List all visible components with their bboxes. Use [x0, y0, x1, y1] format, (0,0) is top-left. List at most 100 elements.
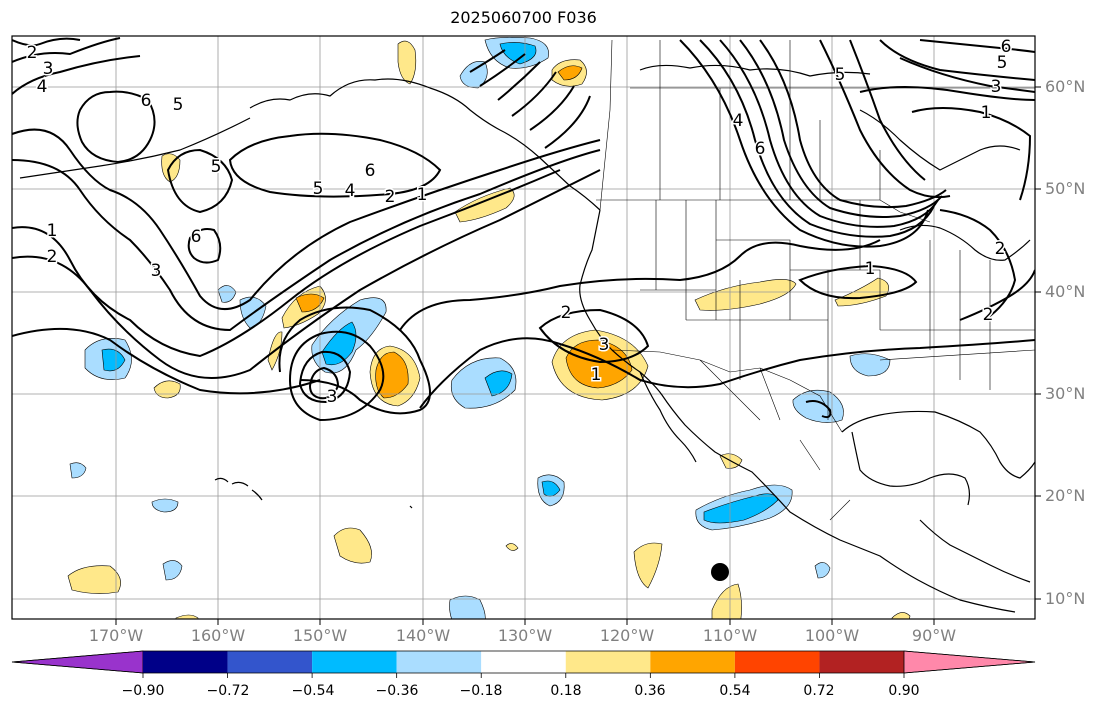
contour-line — [805, 400, 832, 419]
contour-line — [798, 264, 918, 300]
negative-anomaly-region — [703, 493, 779, 524]
contour-label: 1 — [865, 259, 876, 279]
contour-line — [12, 55, 141, 95]
contour-line — [529, 85, 575, 131]
contour-label: 6 — [755, 139, 766, 159]
positive-anomaly-region — [295, 293, 325, 313]
canada-province-lines — [630, 40, 1035, 200]
colorbar-segment — [227, 651, 313, 673]
negative-anomaly-region — [151, 498, 179, 513]
contour-label: 3 — [151, 261, 162, 281]
contour-line — [12, 169, 561, 358]
contour-label: 1 — [591, 365, 602, 385]
positive-anomaly-region — [505, 543, 519, 551]
colorbar-tick-label: 0.18 — [550, 683, 582, 699]
contour-label: 3 — [327, 387, 338, 407]
colorbar-tick-label: 0.72 — [803, 683, 835, 699]
contour-line — [12, 37, 81, 47]
contour-line — [919, 39, 1035, 53]
colorbar-tick-label: −0.36 — [375, 683, 419, 699]
positive-anomaly-region — [633, 542, 663, 589]
colorbar-segment — [396, 651, 482, 673]
contour-label: 6 — [1001, 37, 1012, 57]
revillagigedo-islands — [409, 505, 413, 509]
north-america-west-coast — [579, 209, 1016, 613]
contour-line — [497, 61, 541, 101]
contour-line — [849, 39, 926, 181]
colorbar-segment — [312, 651, 397, 673]
contour-label: 2 — [983, 305, 994, 325]
lat-label: 50°N — [1045, 179, 1086, 198]
lat-label: 30°N — [1045, 384, 1086, 403]
positive-anomaly-region — [333, 527, 372, 564]
contour-line — [12, 128, 601, 310]
contour-label: 5 — [835, 65, 846, 85]
contour-line — [879, 39, 1035, 81]
colorbar-segment — [650, 651, 735, 673]
contour-line — [538, 308, 650, 364]
lon-label: 120°W — [599, 626, 655, 645]
negative-anomaly-region — [162, 560, 183, 581]
positive-anomaly-region — [454, 187, 515, 223]
contour-label: 6 — [141, 91, 152, 111]
colorbar-tick-label: 0.36 — [634, 683, 666, 699]
lon-label: 140°W — [395, 626, 451, 645]
contour-line — [479, 53, 526, 87]
contour-line — [399, 239, 881, 331]
contour-label: 4 — [37, 77, 48, 97]
contour-line — [187, 228, 222, 264]
hawaii-islands — [214, 477, 263, 501]
contour-line — [166, 148, 234, 214]
contour-label: 5 — [997, 53, 1008, 73]
great-lakes — [899, 224, 1031, 261]
contour-label: 1 — [47, 221, 58, 241]
contour-line — [859, 86, 1035, 101]
lat-label: 10°N — [1045, 589, 1086, 608]
positive-anomaly-region — [557, 65, 583, 81]
us-state-lines — [640, 200, 1035, 420]
contour-label: 2 — [995, 239, 1006, 259]
coastlines — [19, 64, 1035, 613]
contour-label: 6 — [191, 227, 202, 247]
colorbar-tick-label: 0.90 — [888, 683, 920, 699]
negative-anomaly-region — [69, 462, 87, 479]
contour-line — [759, 39, 947, 209]
colorbar-extend-max — [903, 650, 1036, 674]
negative-anomaly-region — [101, 348, 126, 372]
tick-marks — [115, 86, 1041, 625]
height-contours — [12, 37, 1035, 422]
colorbar-tick-label: −0.72 — [206, 683, 250, 699]
contour-line — [911, 107, 1032, 201]
contour-line — [959, 269, 1035, 321]
contour-label: 4 — [733, 111, 744, 131]
us-mexico-border — [611, 349, 843, 433]
contour-line — [288, 330, 385, 422]
lon-label: 90°W — [911, 626, 957, 645]
yucatan-coast — [851, 431, 971, 506]
contour-label: 3 — [599, 335, 610, 355]
contour-label: 2 — [27, 43, 38, 63]
contour-label: 2 — [47, 247, 58, 267]
contour-label: 5 — [211, 157, 222, 177]
baja-california — [639, 371, 697, 463]
contour-line — [679, 39, 929, 248]
positive-anomaly-region — [711, 583, 742, 619]
contour-line — [719, 39, 939, 228]
map-frame — [11, 35, 1036, 620]
lon-label: 100°W — [804, 626, 860, 645]
positive-anomaly-region — [694, 279, 797, 311]
contour-label: 4 — [345, 181, 356, 201]
lat-label: 40°N — [1045, 282, 1086, 301]
contour-line — [469, 49, 506, 73]
contour-label: 3 — [991, 77, 1002, 97]
contour-line — [419, 337, 1035, 409]
positive-anomaly-region — [67, 565, 121, 594]
contour-line — [899, 57, 1035, 93]
colorbar-extend-min — [11, 650, 144, 674]
contour-line — [12, 149, 601, 332]
alaska-canada-border — [599, 39, 613, 211]
contour-line — [12, 37, 121, 63]
negative-anomaly-region — [849, 353, 891, 377]
contour-label: 2 — [561, 303, 572, 323]
